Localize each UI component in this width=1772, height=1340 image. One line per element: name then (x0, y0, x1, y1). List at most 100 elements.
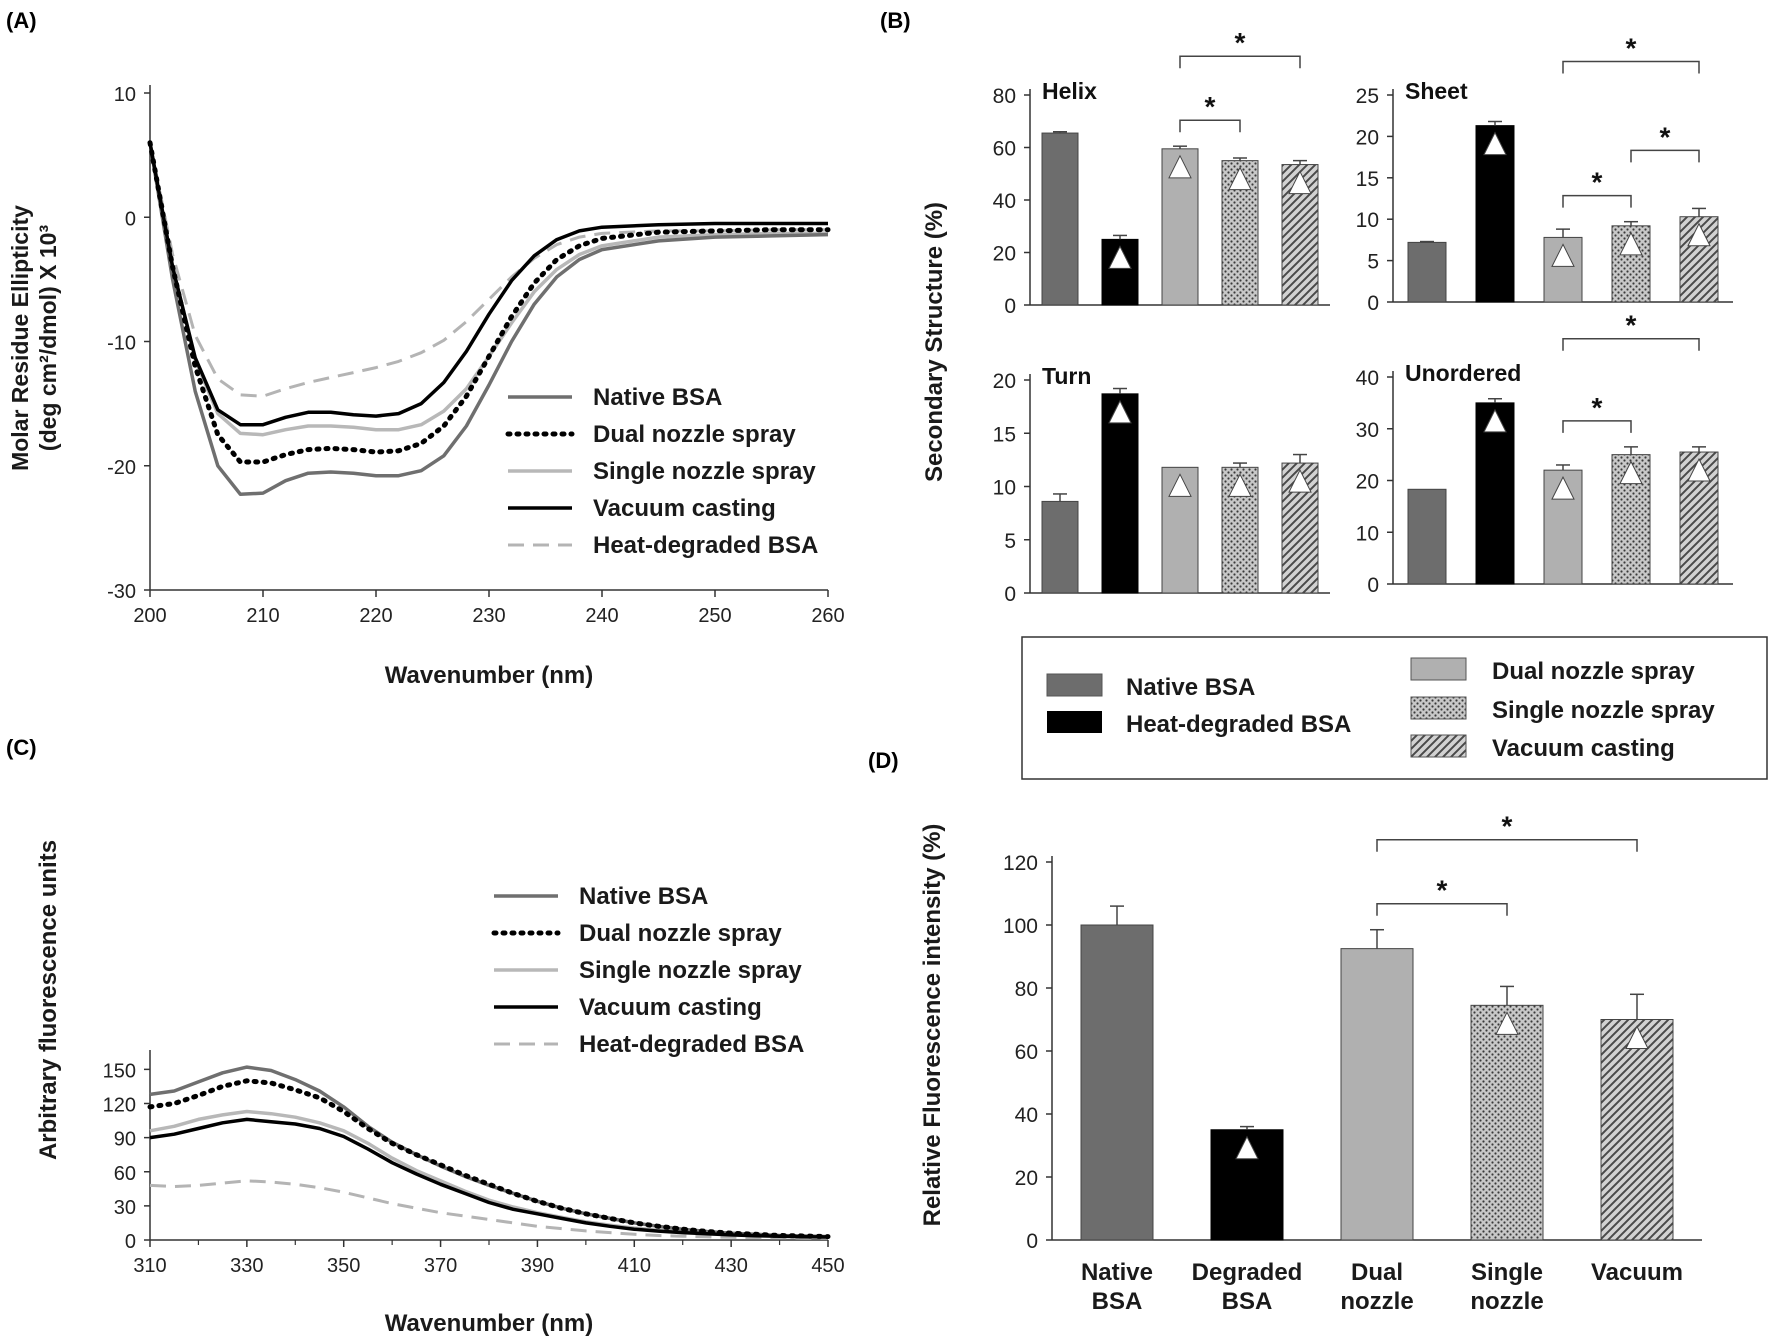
x-tick-label: 370 (424, 1255, 457, 1277)
y-tick-label: 40 (1356, 367, 1379, 390)
y-tick-label: 90 (114, 1129, 136, 1151)
significance-bracket (1562, 194, 1632, 208)
bar-native (1041, 132, 1079, 306)
bar-degraded (1101, 393, 1139, 594)
legend-label-single: Single nozzle spray (579, 957, 802, 984)
y-tick-label: 10 (1356, 522, 1379, 545)
category-label: Vacuum (1591, 1259, 1683, 1286)
legend-b-label-single: Single nozzle spray (1492, 697, 1715, 724)
legend-b-label-heat: Heat-degraded BSA (1126, 711, 1351, 738)
legend-b-frame (1021, 636, 1768, 780)
category-label: nozzle (1470, 1288, 1543, 1315)
y-tick-label: 5 (1004, 530, 1016, 553)
significance-bracket (1179, 119, 1241, 133)
subplot-title: Turn (1042, 363, 1091, 389)
chart-b: 0 20 40 60 80 Helix * * 0 5 10 15 20 25 Sheet * * * 0 5 10… (921, 27, 1768, 780)
series-line-native (148, 142, 829, 497)
triangle-marker (1108, 399, 1132, 424)
legend-label-dual: Dual nozzle spray (593, 421, 796, 448)
chart-c-lines (147, 1065, 831, 1240)
chart-a-ylabel-line1: Molar Residue Ellipticity (7, 205, 33, 471)
triangle-marker (1228, 166, 1252, 191)
legend-label-native: Native BSA (579, 883, 708, 910)
category-label: Degraded (1192, 1259, 1303, 1286)
legend-label-heat: Heat-degraded BSA (593, 532, 818, 559)
bar-vacuum (1600, 1019, 1674, 1241)
series-line-vacuum (149, 1117, 829, 1239)
series-line-vacuum (148, 142, 828, 427)
chart-a-ylabel-line2: (deg cm²/dmol) X 10³ (35, 225, 61, 452)
legend-b-swatch-single (1410, 696, 1467, 720)
y-tick-label: 10 (114, 84, 136, 106)
chart-a-xlabel: Wavenumber (nm) (385, 662, 593, 689)
bar-dual (1543, 469, 1583, 585)
y-tick-label: -10 (107, 333, 136, 355)
triangle-marker (1619, 460, 1643, 485)
series-line-heat (149, 1179, 829, 1240)
significance-star: * (1502, 811, 1513, 842)
x-tick-label: 250 (698, 605, 731, 627)
bar-native (1407, 488, 1447, 585)
panel-label-a: (A) (6, 8, 37, 33)
chart-b-legend: Native BSA Heat-degraded BSA Dual nozzle… (1021, 636, 1768, 780)
category-label: nozzle (1340, 1288, 1413, 1315)
x-tick-label: 410 (618, 1255, 651, 1277)
series-line-dual (147, 1078, 831, 1240)
significance-bracket (1630, 149, 1700, 163)
significance-star: * (1235, 27, 1246, 58)
chart-b-sheet: 0 5 10 15 20 25 Sheet * * * (1356, 32, 1733, 315)
category-label: Native (1081, 1259, 1153, 1286)
significance-bracket (1376, 902, 1508, 916)
y-tick-label: 60 (1015, 1041, 1038, 1064)
series-line-heat (148, 142, 828, 398)
triangle-marker (1228, 473, 1252, 497)
chart-b-ylabel: Secondary Structure (%) (921, 202, 948, 482)
y-tick-label: 0 (1004, 295, 1016, 318)
triangle-marker (1551, 243, 1575, 267)
triangle-marker (1108, 245, 1132, 269)
chart-d: 020406080100120**NativeBSADegradedBSADua… (919, 811, 1702, 1315)
triangle-marker (1168, 473, 1192, 497)
chart-c-xlabel: Wavenumber (nm) (385, 1310, 593, 1337)
significance-bracket (1376, 838, 1638, 852)
y-tick-label: 10 (1356, 209, 1379, 232)
panel-label-d: (D) (868, 748, 899, 773)
bar-native (1080, 924, 1154, 1241)
category-label: BSA (1092, 1288, 1143, 1315)
category-label: Single (1471, 1259, 1543, 1286)
significance-star: * (1592, 392, 1603, 423)
category-label: Dual (1351, 1259, 1403, 1286)
legend-b-swatch-heat (1047, 711, 1102, 733)
x-tick-label: 230 (472, 605, 505, 627)
legend-b-swatch-native (1046, 673, 1103, 697)
x-tick-label: 260 (811, 605, 844, 627)
triangle-marker (1495, 1011, 1519, 1035)
significance-star: * (1592, 167, 1603, 198)
y-tick-label: 80 (993, 85, 1016, 108)
triangle-marker (1235, 1135, 1259, 1160)
y-tick-label: 0 (125, 208, 136, 230)
chart-d-bars: 020406080100120**NativeBSADegradedBSADua… (1003, 811, 1702, 1315)
chart-b-unordered: 0 10 20 30 40 Unordered * * (1356, 310, 1733, 597)
legend-label-vacuum: Vacuum casting (593, 495, 776, 522)
x-tick-label: 240 (585, 605, 618, 627)
subplot-title: Unordered (1405, 360, 1521, 386)
legend-b-label-vacuum: Vacuum casting (1492, 735, 1675, 762)
significance-bracket (1562, 337, 1700, 351)
subplot-title: Sheet (1405, 78, 1468, 104)
y-tick-label: 0 (125, 1231, 136, 1253)
legend-b-swatch-vacuum (1410, 734, 1467, 758)
x-tick-label: 450 (811, 1255, 844, 1277)
significance-star: * (1626, 32, 1637, 63)
y-tick-label: 80 (1015, 978, 1038, 1001)
triangle-marker (1687, 457, 1711, 482)
y-tick-label: 20 (993, 370, 1016, 393)
bar-native (1407, 241, 1447, 303)
legend-label-dual: Dual nozzle spray (579, 920, 782, 947)
panel-label-b: (B) (880, 8, 911, 33)
category-label: BSA (1222, 1288, 1273, 1315)
y-tick-label: 40 (993, 190, 1016, 213)
y-tick-label: 15 (1356, 168, 1379, 191)
